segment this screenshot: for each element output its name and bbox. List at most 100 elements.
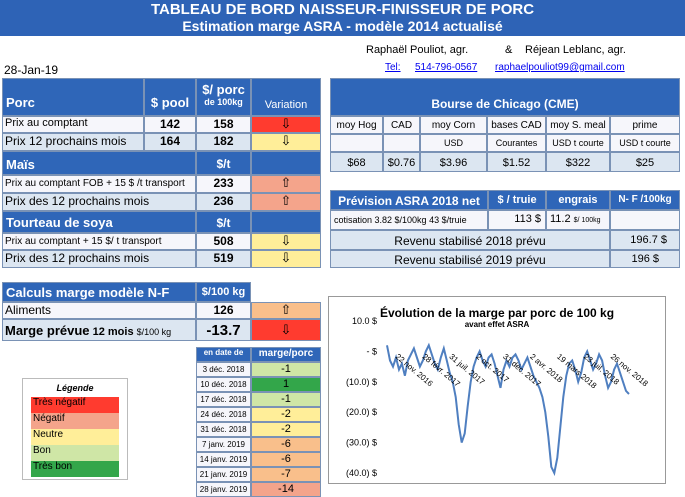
porc-title: Porc xyxy=(2,78,144,116)
mais-row-label: Prix des 12 prochains mois xyxy=(2,193,196,211)
bourse-value: $322 xyxy=(546,152,610,172)
bourse-unit: USD t courte xyxy=(546,134,610,152)
porc-row-label: Prix au comptant xyxy=(2,116,144,133)
history-marge: -6 xyxy=(251,452,321,467)
bourse-header: moy S. meal xyxy=(546,116,610,134)
phone-link[interactable]: 514-796-0567 xyxy=(415,62,478,73)
down-arrow-icon: ⇩ xyxy=(251,319,321,341)
dashboard-banner: TABLEAU DE BORD NAISSEUR-FINISSEUR DE PO… xyxy=(0,0,685,36)
soya-row-value: 519 xyxy=(196,250,251,268)
revenu-2018-value: 196.7 $ xyxy=(610,230,680,250)
chart-title: Évolution de la marge par porc de 100 kg xyxy=(380,305,614,320)
bourse-header: CAD xyxy=(383,116,420,134)
y-tick-label: (10.0) $ xyxy=(346,377,377,387)
y-tick-label: - $ xyxy=(366,346,377,356)
history-date: 31 déc. 2018 xyxy=(196,422,251,437)
porc-header: $/ porc de 100kg xyxy=(196,78,251,116)
history-marge: -2 xyxy=(251,422,321,437)
porc-row-pool: 142 xyxy=(144,116,196,133)
revenu-2019-value: 196 $ xyxy=(610,250,680,268)
porc-header-sub: de 100kg xyxy=(204,97,243,107)
up-arrow-icon: ⇧ xyxy=(251,175,321,193)
report-date: 28-Jan-19 xyxy=(4,63,59,77)
y-tick-label: (30.0) $ xyxy=(346,438,377,448)
bourse-unit xyxy=(383,134,420,152)
soya-unit: $/t xyxy=(196,211,251,233)
bourse-value: $0.76 xyxy=(383,152,420,172)
cotisation-engrais-value: 11.2 xyxy=(550,213,571,225)
cotisation-engrais-unit: $/ 100kg xyxy=(573,217,601,224)
email-link[interactable]: raphaelpouliot99@gmail.com xyxy=(495,62,625,73)
history-date: 3 déc. 2018 xyxy=(196,362,251,377)
legend-item-neutre: Neutre xyxy=(31,429,119,445)
margin-chart: Évolution de la marge par porc de 100 kg… xyxy=(346,305,650,478)
bourse-unit: USD xyxy=(420,134,487,152)
porc-row-value: 158 xyxy=(196,116,251,133)
y-tick-label: (40.0) $ xyxy=(346,468,377,478)
marge-prevue-value: -13.7 xyxy=(196,319,251,341)
legend-item-negatif: Négatif xyxy=(31,413,119,429)
legend-item-tres-negatif: Très négatif xyxy=(31,397,119,413)
revenu-2019-label: Revenu stabilisé 2019 prévu xyxy=(330,250,610,268)
bourse-header: bases CAD xyxy=(487,116,546,134)
porc-header-label: $/ porc xyxy=(202,82,245,97)
soya-row-label: Prix des 12 prochains mois xyxy=(2,250,196,268)
porc-row-pool: 164 xyxy=(144,133,196,151)
legend-title: Légende xyxy=(56,383,94,393)
cotisation-label: cotisation 3.82 $/100kg 43 $/truie xyxy=(330,210,488,230)
aliments-label: Aliments xyxy=(2,302,196,319)
down-arrow-icon: ⇩ xyxy=(251,116,321,133)
history-date-header: en date de xyxy=(196,347,251,362)
mais-header-blank xyxy=(251,151,321,175)
bourse-value: $68 xyxy=(330,152,383,172)
history-marge-header: marge/porc xyxy=(251,347,321,362)
aliments-value: 126 xyxy=(196,302,251,319)
history-date: 10 déc. 2018 xyxy=(196,377,251,392)
cotisation-engrais: 11.2 $/ 100kg xyxy=(546,210,610,230)
legend-item-tres-bon: Très bon xyxy=(31,461,119,477)
marge-title: Calculs marge modèle N-F xyxy=(2,282,196,302)
prevision-truie-header: $ / truie xyxy=(488,190,546,210)
marge-prevue-title: Marge prévue xyxy=(5,323,90,338)
revenu-2018-label: Revenu stabilisé 2018 prévu xyxy=(330,230,610,250)
bourse-value: $1.52 xyxy=(487,152,546,172)
history-date: 17 déc. 2018 xyxy=(196,392,251,407)
history-date: 21 janv. 2019 xyxy=(196,467,251,482)
down-arrow-icon: ⇩ xyxy=(251,233,321,250)
bourse-value: $25 xyxy=(610,152,680,172)
marge-prevue-label: Marge prévue 12 mois $/100 kg xyxy=(2,319,196,341)
bourse-unit: Courantes xyxy=(487,134,546,152)
marge-prevue-unit: $/100 kg xyxy=(136,327,172,337)
author-1: Raphaël Pouliot, agr. xyxy=(366,44,469,56)
history-marge: -6 xyxy=(251,437,321,452)
up-arrow-icon: ⇧ xyxy=(251,193,321,211)
down-arrow-icon: ⇩ xyxy=(251,250,321,268)
cotisation-nf-blank xyxy=(610,210,680,230)
soya-row-label: Prix au comptant + 15 $/ t transport xyxy=(2,233,196,250)
chart-subtitle: avant effet ASRA xyxy=(465,320,530,329)
legend-box: Légende Très négatif Négatif Neutre Bon … xyxy=(22,378,128,480)
y-tick-label: 10.0 $ xyxy=(352,316,377,326)
prevision-engrais-header: engrais xyxy=(546,190,610,210)
prevision-title: Prévision ASRA 2018 net xyxy=(330,190,488,210)
chart-container: Évolution de la marge par porc de 100 kg… xyxy=(328,296,666,484)
phone-label: Tel: xyxy=(385,62,401,73)
history-date: 14 janv. 2019 xyxy=(196,452,251,467)
history-date: 24 déc. 2018 xyxy=(196,407,251,422)
soya-title: Tourteau de soya xyxy=(2,211,196,233)
bourse-value: $3.96 xyxy=(420,152,487,172)
porc-row-value: 182 xyxy=(196,133,251,151)
author-2: Réjean Leblanc, agr. xyxy=(525,44,626,56)
legend-item-bon: Bon xyxy=(31,445,119,461)
history-marge: 1 xyxy=(251,377,321,392)
pool-header: $ pool xyxy=(144,78,196,116)
marge-unit: $/100 kg xyxy=(196,282,251,302)
history-marge: -1 xyxy=(251,362,321,377)
history-marge: -1 xyxy=(251,392,321,407)
up-arrow-icon: ⇧ xyxy=(251,302,321,319)
prevision-nf-header: N- F /100kg xyxy=(610,190,680,210)
bourse-header: prime xyxy=(610,116,680,134)
marge-prevue-period: 12 mois xyxy=(92,326,134,338)
mais-row-value: 236 xyxy=(196,193,251,211)
down-arrow-icon: ⇩ xyxy=(251,133,321,151)
